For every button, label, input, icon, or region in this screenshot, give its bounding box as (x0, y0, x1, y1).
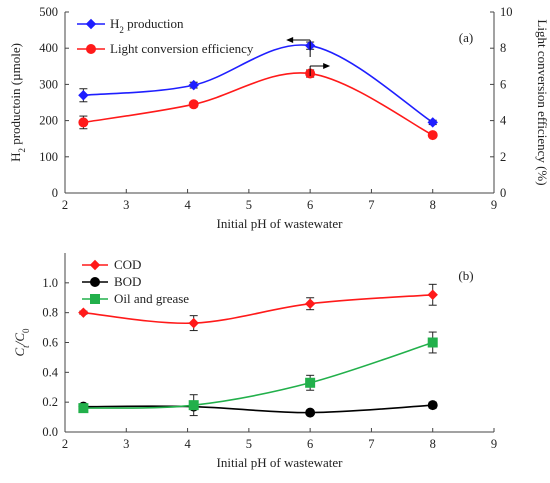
data-point (188, 317, 199, 329)
x-tick-label: 7 (368, 437, 374, 451)
y-axis-label-part: productoin (µmole) (8, 43, 23, 148)
legend-a: H2 production Light conversion efficiency (77, 16, 254, 56)
legend-label: COD (114, 257, 141, 272)
legend-label: BOD (114, 274, 141, 289)
series-0 (78, 283, 438, 332)
data-point (78, 403, 89, 414)
data-point (188, 99, 199, 110)
y2-tick-label: 4 (500, 114, 507, 128)
y-tick-label: 0.6 (42, 336, 58, 350)
series-2 (78, 331, 438, 417)
panel-b: 2 3 4 5 6 7 8 9 0.0 0.2 0.4 0.6 0.8 1.0 Initial pH of … (12, 253, 497, 470)
x-tick-label: 2 (62, 198, 68, 212)
legend-label-part: H (110, 16, 119, 31)
legend-marker (85, 18, 97, 30)
y-axis-label: H2 productoin (µmole) (8, 43, 27, 162)
series-1 (78, 68, 438, 141)
x-tick-label: 6 (307, 437, 313, 451)
y2-tick-label: 2 (500, 150, 506, 164)
y-axis-label-part: H (8, 153, 23, 162)
y-tick-label: 200 (39, 114, 58, 128)
y-tick-label: 0.8 (42, 306, 58, 320)
legend-b: COD BOD Oil and grease (82, 257, 189, 306)
x-tick-label: 3 (123, 198, 129, 212)
y-tick-label: 1.0 (42, 276, 58, 290)
y-tick-label: 400 (39, 41, 58, 55)
x-tick-label: 5 (246, 437, 252, 451)
y2-tick-label: 6 (500, 77, 506, 91)
y-axis-label-part: C (12, 347, 27, 356)
x-tick-label: 8 (430, 437, 436, 451)
legend-marker (90, 294, 100, 304)
data-point (304, 298, 316, 309)
data-point (78, 90, 89, 101)
data-point (427, 289, 438, 300)
data-point (188, 400, 199, 411)
y-axis-label: Ct/C0 (12, 328, 31, 356)
data-point (427, 337, 438, 348)
y-axis-label-part: /C (12, 333, 27, 347)
series-1 (78, 400, 438, 418)
y2-tick-label: 8 (500, 41, 506, 55)
series-line (83, 293, 433, 325)
x-tick-label: 9 (491, 437, 497, 451)
x-tick-label: 9 (491, 198, 497, 212)
data-point (78, 117, 89, 128)
legend-label: H2 production (110, 16, 184, 35)
y2-axis-label: Light conversion efficiency (%) (535, 19, 550, 185)
y-axis-label-part: 0 (21, 328, 31, 333)
data-point (78, 307, 89, 318)
y-tick-label: 0.2 (42, 395, 58, 409)
data-point (427, 117, 438, 128)
legend-marker (90, 277, 100, 287)
series-line (83, 72, 434, 136)
x-tick-label: 6 (307, 198, 313, 212)
legend-marker (86, 44, 96, 54)
panel-label-b: (b) (458, 268, 473, 283)
y-tick-label: 500 (39, 5, 58, 19)
y-axis-label-part: t (21, 345, 31, 348)
x-tick-label: 3 (123, 437, 129, 451)
x-tick-label: 4 (184, 437, 191, 451)
y-axis-label-part: 2 (17, 148, 27, 153)
y2-tick-label: 0 (500, 186, 506, 200)
legend-label: Oil and grease (114, 291, 189, 306)
y-tick-label: 0.0 (42, 425, 58, 439)
series-line (83, 44, 434, 124)
series-line (83, 404, 433, 414)
data-point (427, 130, 438, 141)
axis-arrows (286, 37, 331, 76)
x-axis-label: Initial pH of wastewater (217, 216, 344, 231)
x-tick-label: 2 (62, 437, 68, 451)
data-point (305, 377, 316, 388)
y-tick-label: 0.4 (42, 365, 58, 379)
x-tick-label: 8 (430, 198, 436, 212)
legend-label-part: production (124, 16, 184, 31)
x-axis-label: Initial pH of wastewater (217, 455, 344, 470)
arrow-head (286, 37, 294, 43)
x-tick-label: 7 (368, 198, 374, 212)
series-line (83, 341, 433, 409)
legend-label-part: 2 (119, 25, 124, 35)
legend-label: Light conversion efficiency (110, 41, 254, 56)
y-tick-label: 300 (39, 77, 58, 91)
x-tick-label: 4 (184, 198, 191, 212)
y-tick-label: 0 (52, 186, 58, 200)
y2-tick-label: 10 (500, 5, 513, 19)
data-point (427, 400, 438, 411)
y-tick-label: 100 (39, 150, 58, 164)
panel-label-a: (a) (459, 30, 473, 45)
legend-marker (89, 259, 101, 271)
arrow-head (323, 63, 331, 69)
x-tick-label: 5 (246, 198, 252, 212)
data-point (305, 407, 316, 418)
data-point (188, 79, 199, 91)
